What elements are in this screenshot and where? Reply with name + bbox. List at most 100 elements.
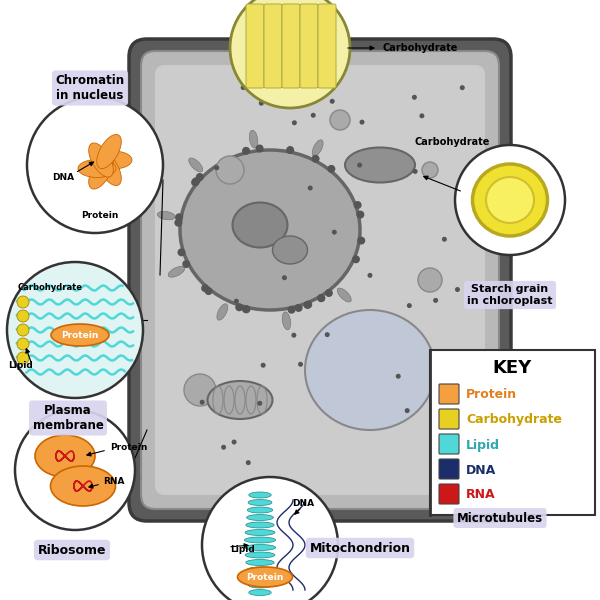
FancyBboxPatch shape [439, 484, 459, 504]
Circle shape [524, 408, 534, 418]
Ellipse shape [50, 466, 115, 506]
Text: Microtubules: Microtubules [457, 511, 543, 524]
Ellipse shape [247, 567, 274, 573]
Ellipse shape [248, 582, 272, 588]
Ellipse shape [238, 567, 293, 587]
Circle shape [524, 452, 534, 462]
FancyBboxPatch shape [447, 405, 553, 421]
Circle shape [332, 230, 337, 235]
Circle shape [257, 145, 262, 150]
Ellipse shape [180, 150, 360, 310]
Ellipse shape [97, 151, 121, 185]
Text: Protein: Protein [466, 389, 517, 401]
Ellipse shape [245, 529, 275, 535]
Circle shape [242, 305, 250, 313]
Ellipse shape [312, 140, 323, 156]
Circle shape [353, 201, 362, 209]
Circle shape [200, 400, 205, 404]
Text: Carbohydrate: Carbohydrate [382, 43, 458, 53]
Circle shape [192, 178, 200, 185]
Text: Lipid: Lipid [230, 545, 255, 554]
Ellipse shape [157, 211, 175, 220]
Circle shape [325, 289, 333, 297]
Circle shape [455, 287, 460, 292]
Text: Plasma
membrane: Plasma membrane [32, 404, 103, 432]
Circle shape [298, 362, 303, 367]
Circle shape [17, 324, 29, 336]
Circle shape [509, 430, 519, 440]
Ellipse shape [247, 575, 272, 581]
Ellipse shape [89, 155, 113, 189]
Circle shape [232, 440, 236, 445]
Circle shape [455, 145, 565, 255]
Circle shape [479, 452, 489, 462]
Circle shape [292, 333, 296, 338]
Circle shape [308, 185, 313, 190]
Ellipse shape [89, 143, 113, 177]
Circle shape [282, 275, 287, 280]
Ellipse shape [473, 164, 548, 236]
Ellipse shape [97, 134, 121, 169]
Circle shape [325, 332, 330, 337]
Ellipse shape [249, 589, 271, 595]
Ellipse shape [245, 552, 275, 558]
Circle shape [246, 460, 251, 465]
Ellipse shape [247, 507, 272, 513]
Circle shape [418, 268, 442, 292]
Text: DNA: DNA [466, 463, 496, 476]
Circle shape [396, 374, 401, 379]
Circle shape [221, 445, 226, 450]
Ellipse shape [248, 499, 272, 505]
Circle shape [509, 452, 519, 462]
Ellipse shape [246, 522, 274, 528]
Circle shape [422, 162, 438, 178]
Circle shape [27, 97, 163, 233]
Circle shape [241, 85, 245, 90]
Circle shape [178, 248, 185, 256]
Circle shape [184, 374, 216, 406]
Text: RNA: RNA [103, 478, 125, 487]
Text: KEY: KEY [493, 359, 532, 377]
Circle shape [317, 294, 325, 302]
Circle shape [15, 410, 135, 530]
Circle shape [367, 273, 373, 278]
Circle shape [295, 304, 302, 312]
Circle shape [539, 452, 549, 462]
Text: Carbohydrate: Carbohydrate [18, 283, 83, 292]
Circle shape [449, 430, 459, 440]
FancyBboxPatch shape [264, 4, 282, 88]
Ellipse shape [35, 435, 95, 477]
Circle shape [524, 430, 534, 440]
Circle shape [509, 408, 519, 418]
FancyBboxPatch shape [141, 51, 499, 509]
Circle shape [455, 358, 461, 362]
Circle shape [464, 452, 474, 462]
Circle shape [234, 299, 239, 304]
Text: Protein: Protein [476, 485, 514, 494]
Circle shape [404, 408, 410, 413]
Text: DNA: DNA [292, 499, 314, 508]
Ellipse shape [78, 160, 116, 178]
Circle shape [287, 306, 296, 314]
Circle shape [442, 237, 447, 242]
Ellipse shape [217, 304, 228, 320]
Circle shape [304, 301, 312, 308]
FancyBboxPatch shape [300, 4, 318, 88]
Ellipse shape [247, 514, 274, 520]
Circle shape [191, 178, 199, 187]
Circle shape [449, 408, 459, 418]
Circle shape [330, 110, 350, 130]
Circle shape [445, 409, 450, 414]
Circle shape [460, 85, 465, 90]
FancyBboxPatch shape [282, 4, 300, 88]
Text: Lipid: Lipid [8, 361, 33, 370]
Ellipse shape [249, 492, 271, 498]
Circle shape [357, 163, 362, 167]
Circle shape [494, 430, 504, 440]
Circle shape [242, 147, 250, 155]
Circle shape [182, 260, 190, 268]
Circle shape [175, 218, 182, 227]
Circle shape [256, 145, 263, 152]
Circle shape [359, 119, 365, 125]
FancyBboxPatch shape [439, 384, 459, 404]
